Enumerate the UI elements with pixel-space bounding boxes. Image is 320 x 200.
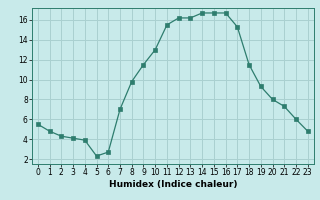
X-axis label: Humidex (Indice chaleur): Humidex (Indice chaleur) bbox=[108, 180, 237, 189]
